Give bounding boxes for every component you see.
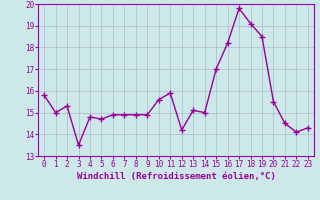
X-axis label: Windchill (Refroidissement éolien,°C): Windchill (Refroidissement éolien,°C) (76, 172, 276, 181)
